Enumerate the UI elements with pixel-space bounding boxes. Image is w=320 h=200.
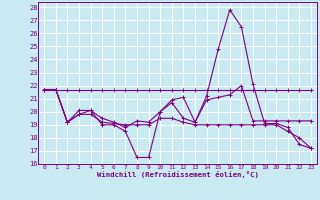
X-axis label: Windchill (Refroidissement éolien,°C): Windchill (Refroidissement éolien,°C) (97, 171, 259, 178)
